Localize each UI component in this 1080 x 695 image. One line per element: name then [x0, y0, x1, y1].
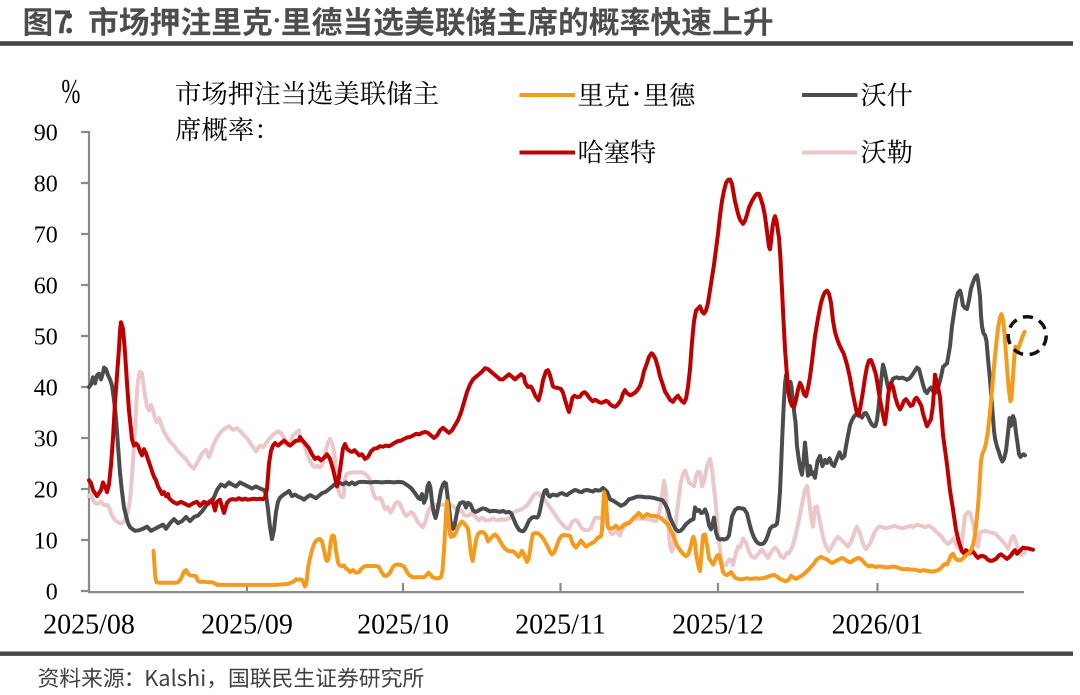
svg-text:2025/09: 2025/09 [201, 610, 293, 641]
svg-text:%: % [61, 72, 80, 111]
svg-text:80: 80 [34, 171, 58, 197]
svg-text:90: 90 [34, 120, 58, 146]
svg-text:10: 10 [34, 528, 58, 554]
svg-text:2025/12: 2025/12 [672, 610, 764, 641]
svg-text:2025/11: 2025/11 [515, 610, 606, 641]
svg-text:60: 60 [34, 273, 58, 299]
svg-text:2026/01: 2026/01 [832, 610, 924, 641]
svg-text:2025/10: 2025/10 [357, 610, 449, 641]
svg-text:30: 30 [34, 426, 58, 452]
svg-text:0: 0 [46, 579, 58, 605]
svg-text:40: 40 [34, 375, 58, 401]
svg-text:2025/08: 2025/08 [43, 610, 135, 641]
svg-text:50: 50 [34, 324, 58, 350]
svg-text:70: 70 [34, 222, 58, 248]
svg-text:20: 20 [34, 477, 58, 503]
